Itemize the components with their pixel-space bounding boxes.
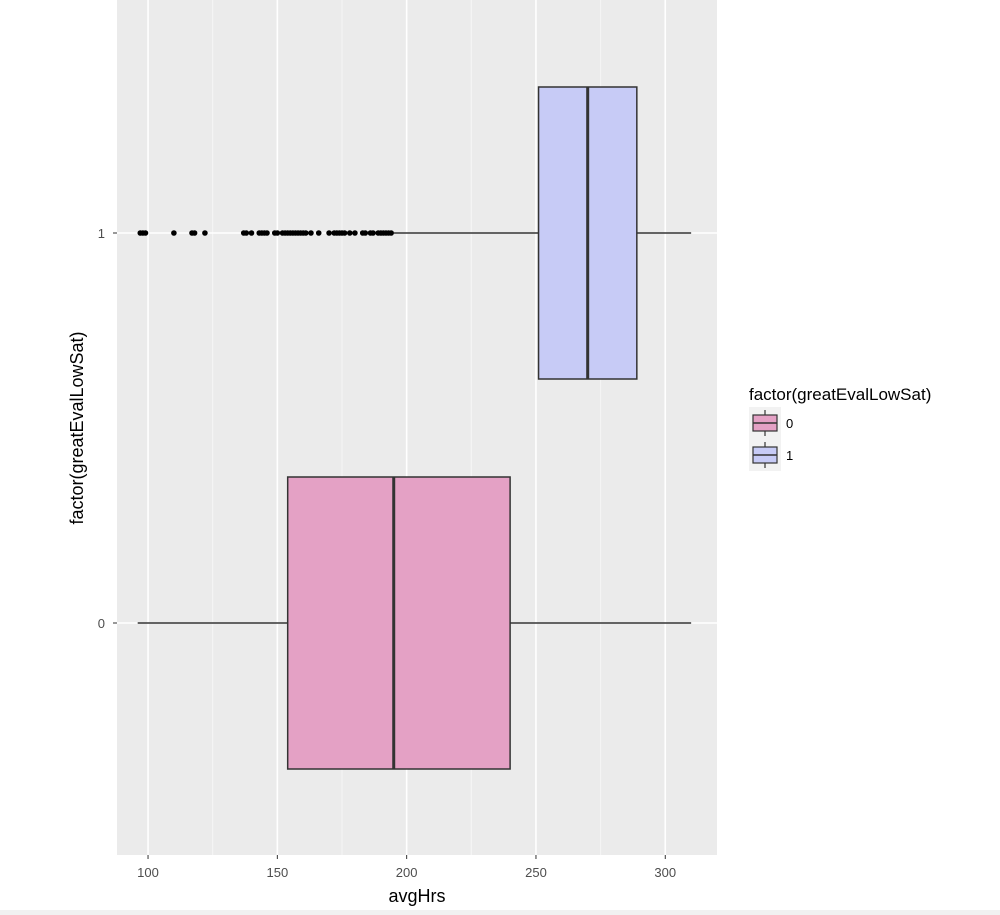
x-tick-label: 250	[525, 865, 547, 880]
legend-label: 0	[786, 416, 793, 431]
x-axis: 100 150 200 250 300	[137, 855, 676, 880]
outlier-point	[191, 230, 198, 236]
y-axis-title: factor(greatEvalLowSat)	[67, 331, 87, 524]
outlier-point	[171, 230, 177, 236]
box-group-1	[137, 86, 692, 380]
outlier-point	[341, 230, 348, 236]
x-tick-label: 300	[654, 865, 676, 880]
legend-item-0: 0	[749, 407, 793, 439]
outlier-point	[274, 230, 281, 236]
outlier-point	[243, 230, 250, 236]
legend-label: 1	[786, 448, 793, 463]
legend-title: factor(greatEvalLowSat)	[749, 385, 931, 404]
outlier-point	[302, 230, 309, 236]
x-axis-title: avgHrs	[388, 886, 445, 906]
outlier-point	[388, 230, 394, 236]
x-tick-label: 200	[396, 865, 418, 880]
legend: factor(greatEvalLowSat) 01	[749, 385, 931, 471]
outlier-point	[142, 230, 149, 236]
y-tick-label: 1	[98, 226, 105, 241]
outlier-point	[370, 230, 376, 236]
x-tick-label: 100	[137, 865, 159, 880]
box-group-0	[137, 476, 692, 770]
outlier-point	[202, 230, 208, 236]
outlier-point	[362, 230, 369, 236]
y-tick-label: 0	[98, 616, 105, 631]
outlier-point	[264, 230, 270, 236]
legend-item-1: 1	[749, 439, 793, 471]
outlier-point	[346, 230, 353, 236]
outlier-point	[248, 230, 255, 236]
outlier-point	[326, 230, 332, 236]
x-tick-label: 150	[266, 865, 288, 880]
iqr-box	[286, 476, 511, 770]
outlier-point	[352, 230, 358, 236]
outlier-point	[315, 230, 322, 236]
boxes	[137, 86, 692, 770]
window-bottom-strip	[0, 910, 1000, 915]
outlier-point	[308, 230, 314, 236]
y-axis: 01	[98, 226, 117, 631]
legend-entries: 01	[749, 407, 793, 471]
